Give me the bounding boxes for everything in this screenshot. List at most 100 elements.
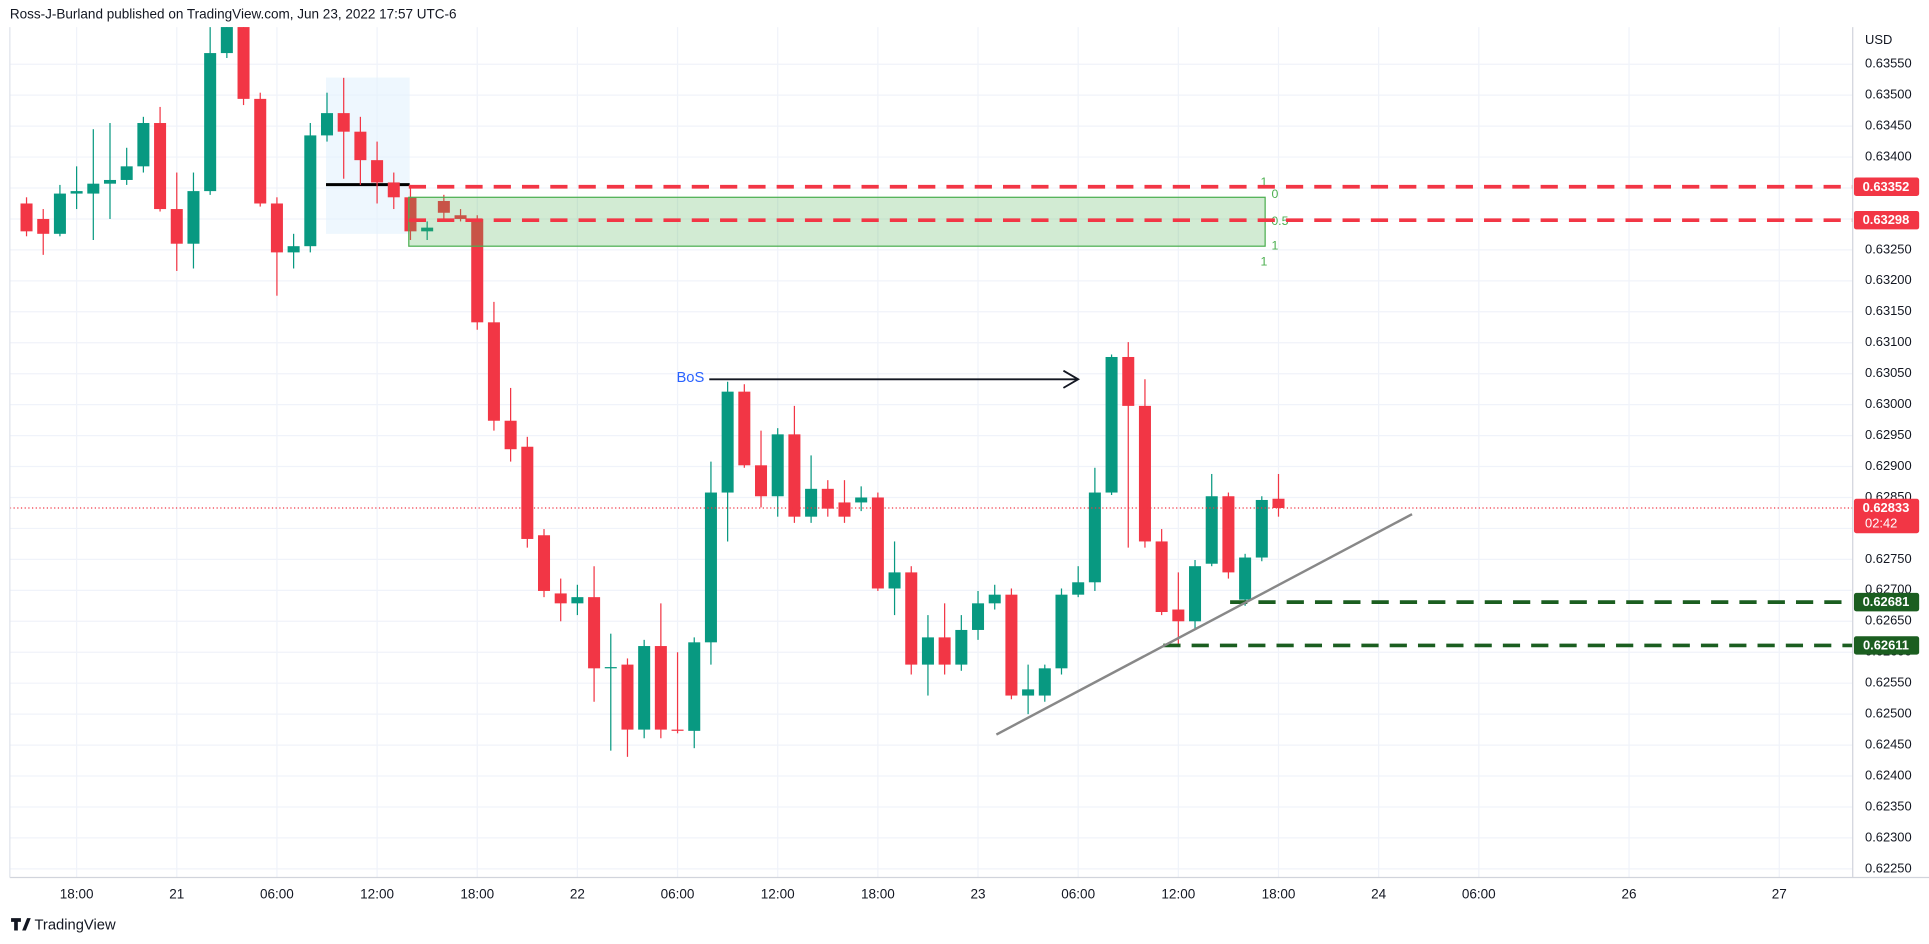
candle-body [154,123,167,210]
countdown: 02:42 [1865,515,1897,530]
candle-body [270,203,283,253]
candle-body [554,593,567,604]
x-tick-label: 26 [1622,886,1637,901]
price-tag [1853,592,1920,612]
candle-body [1038,668,1051,696]
volume-profile [326,77,410,234]
x-tick-label: 12:00 [761,886,795,901]
candle-body [755,465,768,497]
price-tag [1853,636,1920,655]
x-tick-label: 18:00 [861,886,895,901]
candle-body [304,135,317,247]
x-tick-label: 12:00 [360,886,394,901]
y-tick-label: 0.63150 [1865,303,1912,318]
candle-body [704,492,717,643]
candle-body [905,572,918,665]
candle-body [1088,492,1101,583]
price-tag-label: 0.62611 [1863,637,1909,652]
candle-body [220,27,233,54]
candle-body [437,201,450,213]
candle-body [671,729,684,731]
x-tick-label: 12:00 [1161,886,1195,901]
currency: USD [1865,32,1892,47]
bos-arrowhead [1062,369,1081,389]
candle-body [421,227,434,232]
candle-body [871,497,884,589]
price-tag-label: 0.63352 [1863,179,1910,194]
candle-body [1222,496,1235,573]
candle-body [320,113,334,136]
y-tick-label: 0.63500 [1865,87,1912,102]
candle-body [938,637,951,665]
candle-body [688,642,701,731]
trendline [995,513,1413,736]
candle-body [404,197,417,232]
candle-body [371,160,384,183]
y-tick-label: 0.62900 [1865,458,1912,473]
price-tag-label: 0.63298 [1863,212,1910,227]
candle-body [738,391,751,466]
candle-body [1172,609,1185,622]
candle-body [53,193,66,234]
candle-body [1138,405,1151,542]
profile-area [326,77,410,234]
candle-body [621,664,634,730]
fib-label: 1 [1260,175,1267,189]
candle-body [487,322,500,421]
candle-body [204,53,217,192]
candle-body [972,603,985,630]
candle-body [20,203,33,232]
y-tick-label: 0.62650 [1865,613,1912,628]
candle-body [988,594,1001,604]
y-tick-label: 0.63550 [1865,56,1912,71]
candle-body [1072,582,1085,595]
fib-label: 1 [1260,254,1267,268]
x-tick-label: 18:00 [60,886,94,901]
header: Ross-J-Burland published on TradingView.… [10,6,457,21]
candle-body [237,27,250,99]
candle-body [170,209,183,244]
candle-body [571,597,584,604]
candle-body [955,629,968,665]
candle-body [1022,689,1035,696]
price-tag-label: 0.62681 [1863,594,1910,609]
price-tag-label: 0.62833 [1863,500,1910,515]
y-tick-label: 0.62250 [1865,860,1912,875]
candle-body [1122,356,1135,406]
x-tick-label: 06:00 [1462,886,1496,901]
candle-body [1255,499,1268,558]
y-tick-label: 0.62550 [1865,675,1912,690]
candle-body [855,497,868,503]
y-tick-label: 0.63050 [1865,365,1912,380]
x-tick-label: 06:00 [1061,886,1095,901]
candle-body [1155,541,1168,613]
candle-body [721,391,734,493]
x-tick-label: 27 [1772,886,1787,901]
candle-body [337,113,350,132]
fib-label: 1 [1272,238,1279,252]
y-tick-label: 0.62400 [1865,767,1912,782]
y-tick-label: 0.62950 [1865,427,1912,442]
candle-body [471,218,484,323]
y-tick-label: 0.62750 [1865,551,1912,566]
logo-mark [11,918,31,931]
x-tick-label: 18:00 [460,886,494,901]
candle-body [588,597,601,669]
plot [20,27,1285,757]
candle-body [821,488,834,509]
x-tick-label: 21 [169,886,184,901]
candle-body [387,182,400,198]
candle-body [654,646,667,730]
y-tick-label: 0.62350 [1865,798,1912,813]
price-tag [1853,498,1920,534]
logo: TradingView [11,917,116,933]
x-tick-label: 22 [570,886,585,901]
candle-body [1055,594,1068,669]
candle-body [103,179,117,184]
y-tick-label: 0.63400 [1865,148,1912,163]
candle-body [838,502,851,517]
candle-body [120,166,133,180]
